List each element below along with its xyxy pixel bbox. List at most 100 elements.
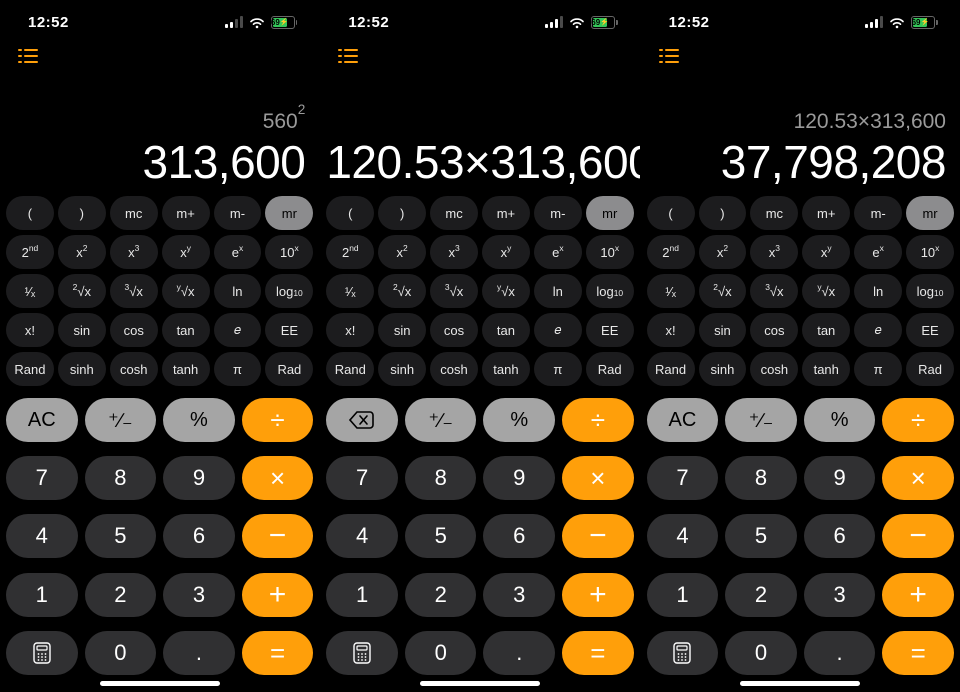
key-second[interactable]: 2nd: [6, 235, 54, 269]
key-mode-toggle[interactable]: [6, 631, 78, 675]
key-ln[interactable]: ln: [854, 274, 902, 308]
key-second[interactable]: 2nd: [647, 235, 695, 269]
key-mode-toggle[interactable]: [326, 631, 398, 675]
key-cbrt[interactable]: 3√x: [110, 274, 158, 308]
key-pi[interactable]: π: [534, 352, 582, 386]
key-rand[interactable]: Rand: [647, 352, 695, 386]
key-digit-0[interactable]: 0: [85, 631, 157, 675]
key-digit-9[interactable]: 9: [163, 456, 235, 500]
key-digit-9[interactable]: 9: [483, 456, 555, 500]
key-x-squared[interactable]: x2: [378, 235, 426, 269]
key-ythroot[interactable]: y√x: [482, 274, 530, 308]
key-paren-open[interactable]: (: [326, 196, 374, 230]
key-e-pow-x[interactable]: ex: [214, 235, 262, 269]
key-paren-close[interactable]: ): [378, 196, 426, 230]
key-digit-1[interactable]: 1: [647, 573, 719, 617]
key-minus[interactable]: −: [242, 514, 314, 558]
key-digit-6[interactable]: 6: [483, 514, 555, 558]
key-pi[interactable]: π: [854, 352, 902, 386]
key-digit-6[interactable]: 6: [804, 514, 876, 558]
key-percent[interactable]: %: [483, 398, 555, 442]
key-all-clear[interactable]: AC: [647, 398, 719, 442]
key-decimal[interactable]: .: [163, 631, 235, 675]
key-digit-6[interactable]: 6: [163, 514, 235, 558]
key-sqrt[interactable]: 2√x: [378, 274, 426, 308]
key-digit-9[interactable]: 9: [804, 456, 876, 500]
key-tan[interactable]: tan: [802, 313, 850, 347]
key-ten-pow-x[interactable]: 10x: [906, 235, 954, 269]
key-log10[interactable]: log10: [586, 274, 634, 308]
key-digit-7[interactable]: 7: [6, 456, 78, 500]
key-digit-5[interactable]: 5: [725, 514, 797, 558]
key-digit-5[interactable]: 5: [85, 514, 157, 558]
key-cos[interactable]: cos: [750, 313, 798, 347]
key-divide[interactable]: ÷: [242, 398, 314, 442]
key-digit-4[interactable]: 4: [326, 514, 398, 558]
home-indicator[interactable]: [740, 681, 860, 686]
key-decimal[interactable]: .: [483, 631, 555, 675]
key-e-pow-x[interactable]: ex: [854, 235, 902, 269]
key-digit-3[interactable]: 3: [483, 573, 555, 617]
key-digit-5[interactable]: 5: [405, 514, 477, 558]
history-icon[interactable]: [659, 48, 681, 64]
key-sqrt[interactable]: 2√x: [58, 274, 106, 308]
history-icon[interactable]: [338, 48, 360, 64]
key-tan[interactable]: tan: [482, 313, 530, 347]
key-digit-7[interactable]: 7: [647, 456, 719, 500]
key-euler-e[interactable]: 𝑒: [854, 313, 902, 347]
key-log10[interactable]: log10: [265, 274, 313, 308]
key-e-pow-x[interactable]: ex: [534, 235, 582, 269]
key-x-cubed[interactable]: x3: [110, 235, 158, 269]
key-digit-3[interactable]: 3: [804, 573, 876, 617]
key-paren-open[interactable]: (: [6, 196, 54, 230]
key-mc[interactable]: mc: [430, 196, 478, 230]
key-digit-4[interactable]: 4: [647, 514, 719, 558]
key-euler-e[interactable]: 𝑒: [534, 313, 582, 347]
key-ln[interactable]: ln: [534, 274, 582, 308]
key-euler-e[interactable]: 𝑒: [214, 313, 262, 347]
key-percent[interactable]: %: [804, 398, 876, 442]
key-reciprocal[interactable]: ¹⁄ₓ: [326, 274, 374, 308]
key-second[interactable]: 2nd: [326, 235, 374, 269]
key-digit-1[interactable]: 1: [326, 573, 398, 617]
key-minus[interactable]: −: [882, 514, 954, 558]
key-rand[interactable]: Rand: [6, 352, 54, 386]
key-cosh[interactable]: cosh: [110, 352, 158, 386]
key-digit-2[interactable]: 2: [405, 573, 477, 617]
key-digit-1[interactable]: 1: [6, 573, 78, 617]
key-digit-2[interactable]: 2: [85, 573, 157, 617]
key-tanh[interactable]: tanh: [802, 352, 850, 386]
key-factorial[interactable]: x!: [6, 313, 54, 347]
home-indicator[interactable]: [100, 681, 220, 686]
key-log10[interactable]: log10: [906, 274, 954, 308]
key-digit-8[interactable]: 8: [405, 456, 477, 500]
key-mr[interactable]: mr: [906, 196, 954, 230]
key-backspace[interactable]: [326, 398, 398, 442]
key-equals[interactable]: =: [242, 631, 314, 675]
key-cbrt[interactable]: 3√x: [430, 274, 478, 308]
key-ee[interactable]: EE: [265, 313, 313, 347]
key-ee[interactable]: EE: [906, 313, 954, 347]
key-digit-8[interactable]: 8: [85, 456, 157, 500]
key-digit-0[interactable]: 0: [405, 631, 477, 675]
key-m-plus[interactable]: m+: [802, 196, 850, 230]
key-ten-pow-x[interactable]: 10x: [586, 235, 634, 269]
key-factorial[interactable]: x!: [326, 313, 374, 347]
key-digit-3[interactable]: 3: [163, 573, 235, 617]
key-sinh[interactable]: sinh: [378, 352, 426, 386]
key-mc[interactable]: mc: [110, 196, 158, 230]
key-multiply[interactable]: ×: [562, 456, 634, 500]
key-ythroot[interactable]: y√x: [802, 274, 850, 308]
key-m-minus[interactable]: m-: [854, 196, 902, 230]
key-cbrt[interactable]: 3√x: [750, 274, 798, 308]
key-mode-toggle[interactable]: [647, 631, 719, 675]
key-m-minus[interactable]: m-: [534, 196, 582, 230]
key-decimal[interactable]: .: [804, 631, 876, 675]
key-digit-0[interactable]: 0: [725, 631, 797, 675]
key-plus[interactable]: +: [882, 573, 954, 617]
key-ythroot[interactable]: y√x: [162, 274, 210, 308]
key-mc[interactable]: mc: [750, 196, 798, 230]
key-plus[interactable]: +: [562, 573, 634, 617]
key-digit-7[interactable]: 7: [326, 456, 398, 500]
key-cosh[interactable]: cosh: [430, 352, 478, 386]
